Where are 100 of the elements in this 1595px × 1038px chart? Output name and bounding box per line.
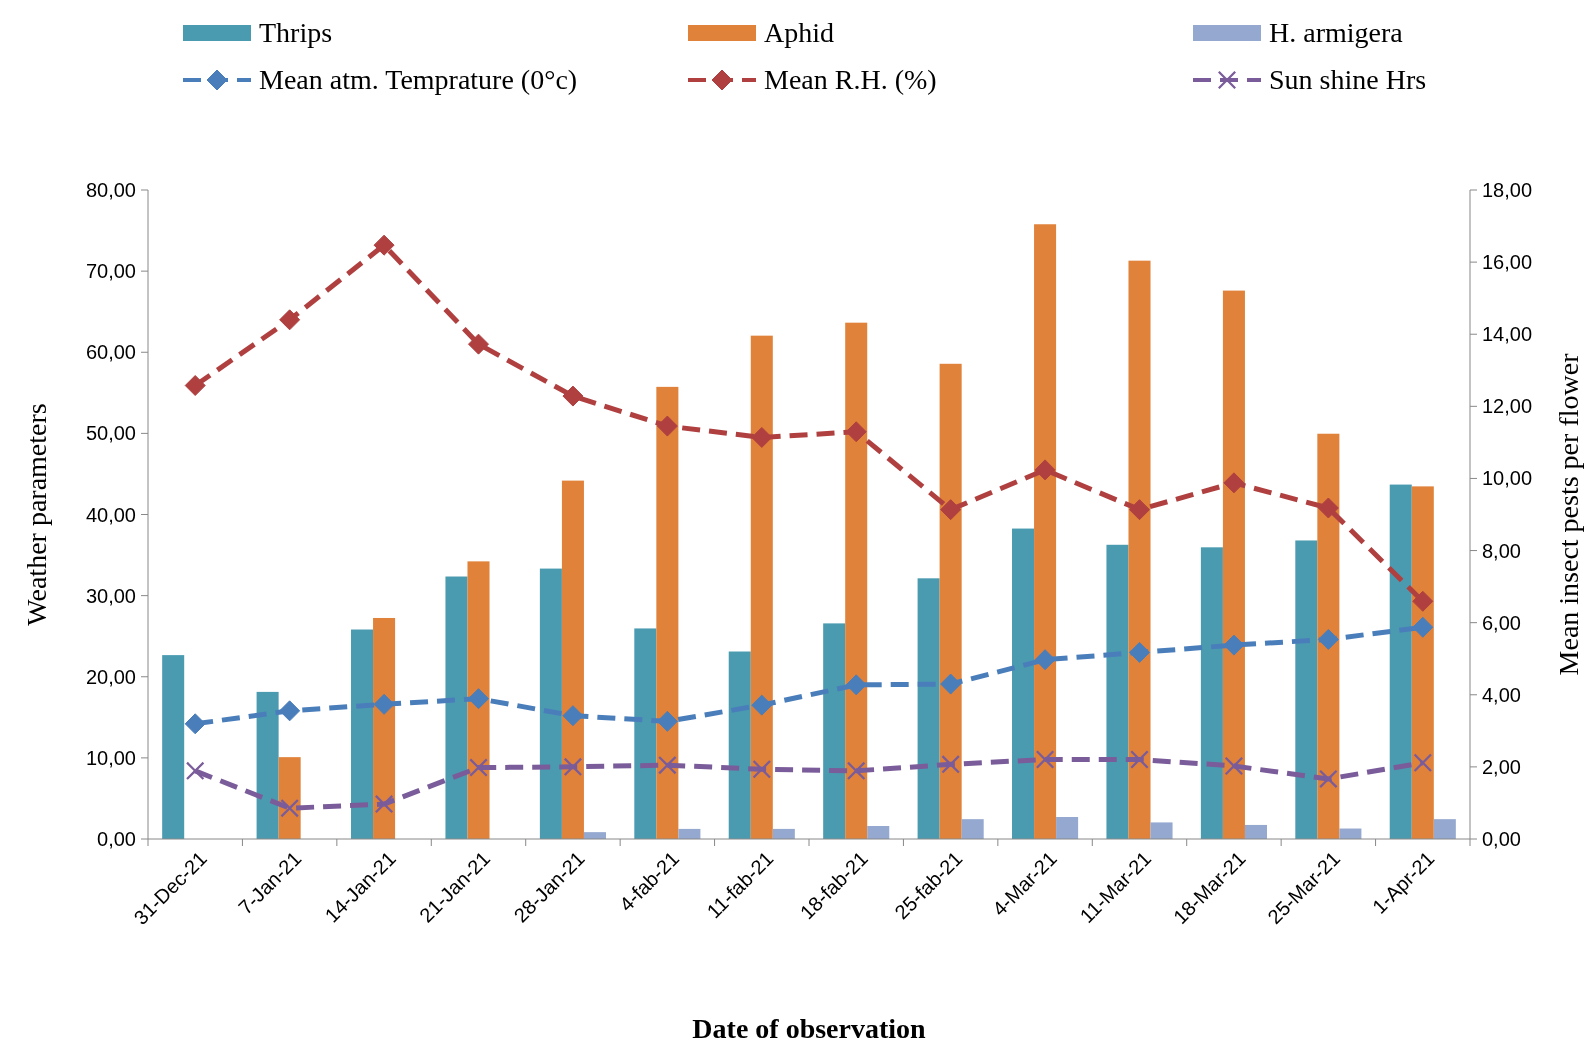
point (375, 795, 394, 814)
bar (1128, 260, 1151, 839)
point (1224, 756, 1243, 775)
bar (351, 629, 374, 839)
bar (1317, 433, 1340, 839)
bar (1056, 817, 1079, 839)
y-tick-label: 40,00 (85, 503, 136, 526)
bar (278, 757, 301, 839)
bar (1433, 819, 1456, 839)
bar (561, 480, 584, 839)
bar (373, 617, 396, 839)
bar (539, 568, 562, 839)
point (1129, 641, 1150, 663)
bar (467, 561, 490, 839)
point (279, 700, 301, 722)
bar (1411, 486, 1434, 839)
y-tick-label: 0,00 (97, 828, 136, 850)
y2-tick-label: 8,00 (1482, 539, 1521, 562)
point (845, 674, 867, 696)
bar (256, 691, 279, 839)
bar (162, 655, 185, 839)
point (1412, 590, 1434, 612)
point (373, 693, 395, 715)
y-tick-label: 70,00 (85, 260, 136, 283)
y2-tick-label: 12,00 (1482, 395, 1533, 418)
bar (1295, 540, 1318, 839)
bar (845, 322, 868, 839)
bar (917, 578, 940, 839)
bar (939, 363, 962, 839)
point (184, 713, 206, 735)
point (1034, 459, 1056, 481)
point (1223, 634, 1245, 656)
bar (1034, 224, 1057, 839)
point (469, 758, 488, 777)
point (280, 799, 299, 818)
point (562, 705, 584, 727)
x-axis-title: Date of observation (692, 1013, 927, 1038)
point (562, 385, 584, 407)
point (1129, 499, 1150, 521)
y2-tick-label: 6,00 (1482, 611, 1521, 634)
legend-label: Sun shine Hrs (1269, 64, 1427, 95)
point (184, 375, 206, 397)
legend-label: H. armigera (1269, 17, 1404, 48)
point (941, 755, 960, 774)
point (563, 757, 582, 776)
point (940, 499, 962, 521)
point (1319, 769, 1338, 788)
point (1317, 628, 1339, 650)
bar (1244, 824, 1267, 839)
y2-tick-label: 18,00 (1482, 179, 1533, 201)
point (752, 760, 771, 779)
point (1036, 750, 1055, 769)
point (847, 761, 866, 780)
y2-axis-title: Mean insect pests per flower (1553, 352, 1584, 676)
bar (656, 386, 679, 839)
bar (445, 576, 468, 839)
bar (1389, 484, 1412, 839)
bar (1012, 528, 1035, 839)
point (186, 761, 205, 780)
y2-tick-label: 14,00 (1482, 323, 1533, 346)
point (1412, 616, 1434, 638)
point (656, 415, 678, 437)
bar (728, 651, 751, 839)
y2-tick-label: 0,00 (1482, 828, 1521, 850)
point (373, 234, 395, 256)
point (1317, 497, 1339, 519)
point (658, 756, 677, 775)
point (656, 710, 678, 732)
y2-tick-label: 16,00 (1482, 251, 1533, 274)
point (468, 688, 489, 710)
y-tick-label: 20,00 (85, 665, 136, 688)
bar (750, 335, 773, 839)
point (1223, 472, 1245, 494)
point (1034, 649, 1056, 671)
point (1130, 750, 1149, 769)
point (751, 426, 773, 448)
bar (1222, 290, 1245, 839)
bar (1150, 822, 1173, 839)
point (1413, 753, 1432, 772)
y2-tick-label: 2,00 (1482, 755, 1521, 778)
point (940, 673, 962, 695)
point (845, 421, 867, 443)
bar (1106, 544, 1129, 839)
y2-tick-label: 10,00 (1482, 467, 1533, 490)
bar (823, 623, 846, 839)
legend-label: Mean R.H. (%) (764, 64, 937, 95)
y-tick-label: 30,00 (85, 584, 136, 607)
point (279, 309, 301, 331)
bar (1200, 547, 1223, 839)
point (468, 333, 489, 355)
y-tick-label: 50,00 (85, 422, 136, 445)
y-tick-label: 10,00 (85, 746, 136, 769)
y-axis-title: Weather parameters (21, 403, 52, 626)
legend-label: Mean atm. Temprature (0°c) (259, 64, 578, 95)
y2-tick-label: 4,00 (1482, 683, 1521, 706)
legend-label: Thrips (259, 17, 333, 48)
y-tick-label: 80,00 (85, 179, 136, 201)
bar (961, 819, 984, 839)
bar (867, 826, 890, 839)
legend-label: Aphid (764, 17, 834, 48)
